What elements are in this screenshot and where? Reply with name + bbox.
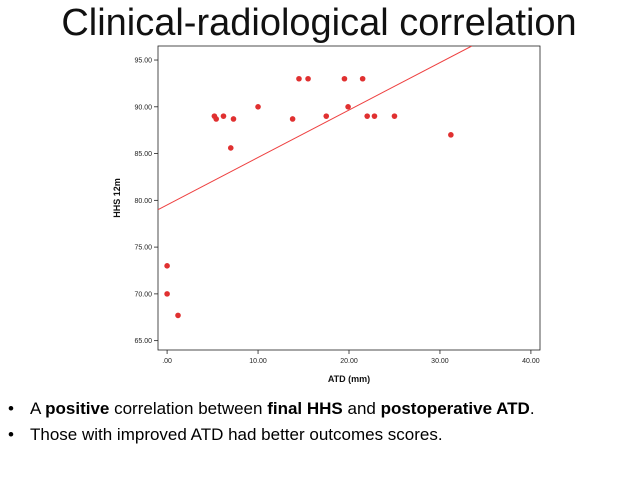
plot-frame xyxy=(157,45,541,351)
x-tick-label: .00 xyxy=(162,358,172,365)
bullet-text: . xyxy=(529,399,535,418)
data-point xyxy=(448,132,454,138)
bullet-item: • Those with improved ATD had better outc… xyxy=(4,422,535,448)
fit-line xyxy=(158,46,473,211)
x-tick-label: 40.00 xyxy=(522,358,540,365)
bullet-item: • A positive correlation between final HH… xyxy=(4,396,535,422)
scatter-chart: 65.00 70.00 75.00 80.00 85.00 90.00 95.00 .00 10… xyxy=(112,45,541,384)
data-point xyxy=(220,113,227,119)
data-point xyxy=(164,291,170,297)
y-axis-title: HHS 12m xyxy=(112,178,122,218)
data-point xyxy=(323,113,330,119)
y-tick-label: 65.00 xyxy=(134,338,152,345)
data-point xyxy=(255,104,261,110)
data-point xyxy=(391,113,398,119)
bullet-marker: • xyxy=(8,425,14,444)
data-point xyxy=(296,75,302,82)
x-tick-label: 30.00 xyxy=(431,358,449,365)
data-point xyxy=(341,75,348,82)
plot-area: 65.00 70.00 75.00 80.00 85.00 90.00 95.00 .00 10… xyxy=(112,45,541,384)
data-point xyxy=(213,116,220,122)
data-point xyxy=(230,116,237,122)
slide-title: Clinical-radiological correlation xyxy=(61,2,577,44)
data-point xyxy=(164,263,170,269)
data-point xyxy=(289,116,296,122)
y-tick-label: 70.00 xyxy=(134,291,152,298)
y-tick-label: 80.00 xyxy=(134,198,152,205)
x-axis-title: ATD (mm) xyxy=(328,374,370,384)
data-point xyxy=(359,75,366,82)
data-point xyxy=(364,113,370,119)
y-tick-label: 75.00 xyxy=(134,245,152,252)
y-tick-label: 90.00 xyxy=(134,104,152,111)
bullet-emphasis: final HHS xyxy=(267,399,343,418)
bullet-emphasis: positive xyxy=(45,399,110,418)
bullet-text: Those with improved ATD had better outco… xyxy=(30,425,443,444)
data-point xyxy=(227,145,234,151)
x-tick-label: 10.00 xyxy=(249,358,267,365)
data-point xyxy=(175,312,181,319)
data-point xyxy=(345,104,351,110)
bullet-marker: • xyxy=(8,399,14,418)
y-tick-label: 85.00 xyxy=(134,151,152,158)
data-point xyxy=(371,113,378,119)
y-tick-label: 95.00 xyxy=(134,58,152,65)
bullet-list: • A positive correlation between final HH… xyxy=(4,396,535,448)
bullet-emphasis: postoperative ATD xyxy=(380,399,530,418)
bullet-text: correlation between xyxy=(109,399,268,418)
bullet-text: A xyxy=(30,399,46,418)
bullet-text: and xyxy=(342,399,381,418)
data-point xyxy=(305,75,311,82)
x-tick-label: 20.00 xyxy=(340,358,358,365)
